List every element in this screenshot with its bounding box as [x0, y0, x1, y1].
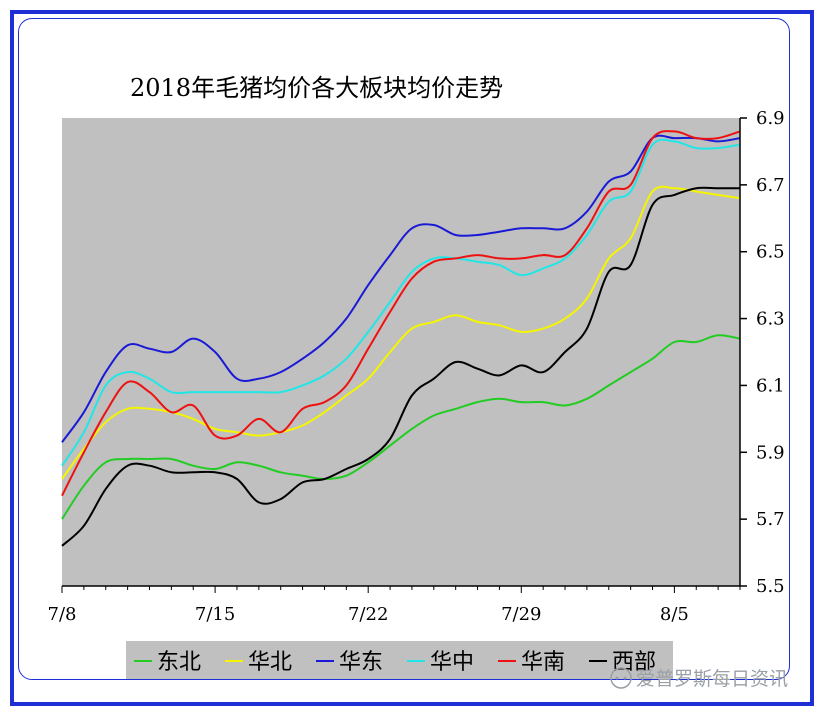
x-tick-label: 7/15	[195, 604, 235, 625]
legend-label: 华南	[521, 650, 565, 675]
watermark-text: 爱普罗斯每日资讯	[636, 668, 788, 690]
y-tick-label: 5.5	[756, 576, 785, 597]
y-tick-label: 6.9	[756, 108, 785, 129]
watermark: 爱普罗斯每日资讯	[610, 667, 788, 690]
y-tick-label: 6.5	[756, 242, 785, 263]
legend: 东北 华北 华东 华中 华南 西部	[134, 650, 656, 675]
chart-title: 2018年毛猪均价各大板块均价走势	[130, 74, 503, 102]
y-tick-label: 6.7	[756, 175, 785, 196]
series-line	[61, 134, 741, 443]
legend-box	[126, 641, 673, 679]
x-tick-label: 7/29	[501, 604, 541, 625]
legend-label: 西部	[612, 650, 656, 675]
legend-label: 华中	[430, 650, 474, 675]
x-axis-ticks: 7/8 7/15 7/22 7/29 8/5	[48, 586, 741, 625]
legend-label: 东北	[157, 650, 201, 675]
series-layer	[61, 130, 741, 547]
y-tick-label: 5.7	[756, 509, 785, 530]
chat-dot-icon	[615, 676, 619, 680]
legend-label: 华北	[248, 650, 292, 675]
series-line	[61, 186, 740, 547]
y-axis-ticks: 6.9 6.7 6.5 6.3 6.1 5.9 5.7 5.5	[740, 108, 785, 597]
x-tick-label: 8/5	[660, 604, 689, 625]
x-tick-label: 7/8	[48, 604, 77, 625]
legend-label: 华东	[339, 650, 383, 675]
y-tick-label: 5.9	[756, 442, 785, 463]
y-tick-label: 6.1	[756, 375, 785, 396]
series-line	[61, 130, 741, 497]
chat-dot-icon	[623, 676, 627, 680]
chat-bubble-icon	[610, 667, 632, 689]
x-tick-label: 7/22	[348, 604, 388, 625]
series-line	[61, 138, 741, 467]
y-tick-label: 6.3	[756, 309, 785, 330]
series-line	[61, 334, 741, 520]
